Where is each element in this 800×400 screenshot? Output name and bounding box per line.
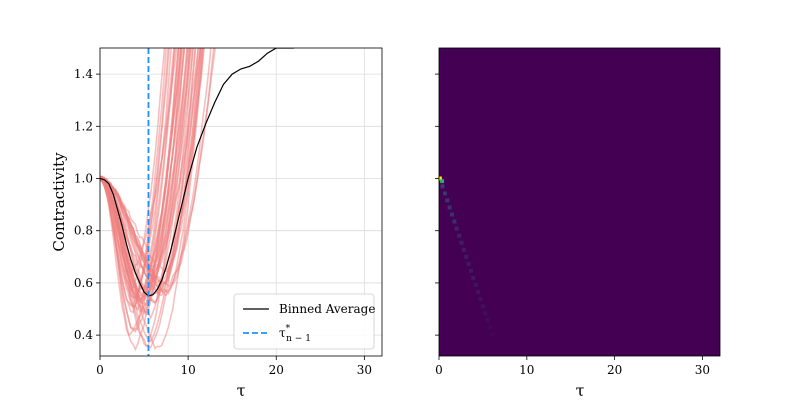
y-tick-label: 0.4 (74, 328, 93, 342)
heatmap-cell (452, 219, 457, 224)
heatmap-cell (454, 226, 459, 231)
heatmap-cell (440, 184, 445, 189)
heatmap-cell (468, 268, 473, 273)
trajectory-line (100, 48, 173, 312)
heatmap-cell (461, 247, 466, 252)
y-tick-label: 1.4 (74, 67, 93, 81)
heatmap-cell (440, 179, 445, 184)
heatmap-cell (480, 304, 485, 309)
heatmap-cell (457, 233, 462, 238)
y-tick-label: 1.2 (74, 119, 93, 133)
heatmap-cell (437, 176, 442, 181)
right-frame (438, 47, 721, 357)
x-tick-label: 10 (180, 363, 195, 377)
right-x-tick-label: 30 (695, 363, 710, 377)
left-y-ticks: 0.4 0.6 0.8 1.0 1.2 1.4 (74, 67, 100, 342)
heatmap-cell (476, 290, 481, 295)
right-y-ticks (435, 73, 439, 336)
left-data (100, 48, 294, 356)
right-x-tick-label: 10 (519, 363, 534, 377)
heatmap-cells (437, 176, 495, 337)
x-tick-label: 20 (269, 363, 284, 377)
legend: Binned Average τ* n − 1 (233, 293, 375, 350)
y-tick-label: 0.6 (74, 276, 93, 290)
left-plot: 0 10 20 30 0.4 0.6 0.8 1.0 1.2 1.4 τ Contractivi… (50, 47, 383, 400)
right-plot: 0 10 20 30 τ (435, 47, 721, 400)
trajectory-line (100, 48, 176, 337)
heatmap-cell (466, 261, 471, 266)
legend-avg-label: Binned Average (279, 302, 375, 316)
legend-box (233, 293, 375, 350)
y-axis-label: Contractivity (50, 152, 68, 252)
right-x-ticks: 0 10 20 30 (435, 356, 710, 377)
binned-average-line (100, 48, 294, 297)
y-tick-label: 1.0 (74, 172, 93, 186)
left-x-axis-label: τ (237, 381, 246, 400)
right-x-tick-label: 0 (435, 363, 443, 377)
heatmap-cell (487, 325, 492, 330)
left-frame (99, 47, 383, 357)
heatmap-cell (442, 191, 447, 196)
left-x-ticks: 0 10 20 30 (96, 356, 372, 377)
heatmap-cell (483, 311, 488, 316)
heatmap-cell (490, 332, 495, 337)
right-x-axis-label: τ (576, 381, 585, 400)
heatmap-cell (449, 212, 454, 217)
heatmap-cell (471, 275, 476, 280)
heatmap-cell (464, 254, 469, 259)
trajectory-line (100, 48, 204, 350)
heatmap-background (439, 48, 720, 356)
right-x-tick-label: 20 (607, 363, 622, 377)
heatmap-cell (473, 283, 478, 288)
heatmap-cell (478, 297, 483, 302)
heatmap-cell (485, 318, 490, 323)
x-tick-label: 30 (357, 363, 372, 377)
heatmap-cell (447, 205, 452, 210)
heatmap-cell (459, 240, 464, 245)
trajectory-line (100, 48, 183, 316)
x-tick-label: 0 (96, 363, 104, 377)
y-tick-label: 0.8 (74, 224, 93, 238)
heatmap-cell (445, 198, 450, 203)
